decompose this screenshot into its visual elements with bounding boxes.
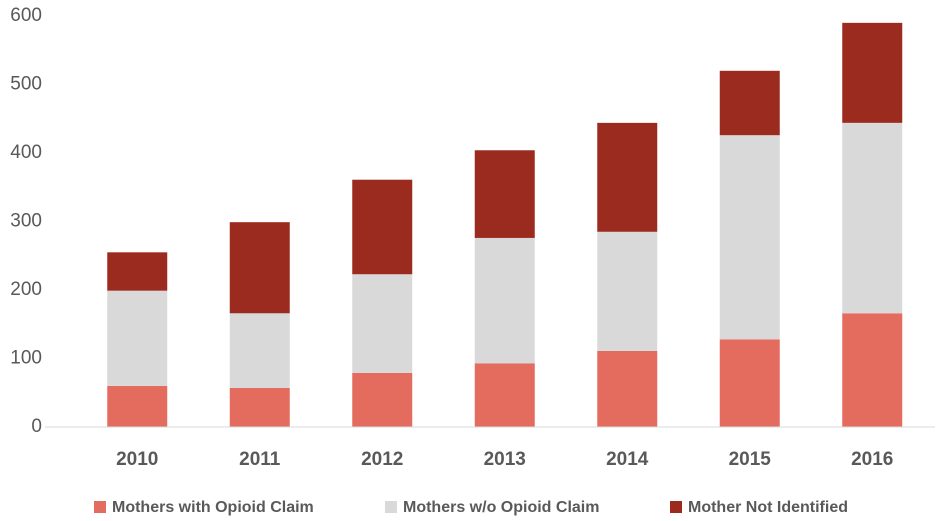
legend-label: Mother Not Identified: [688, 499, 848, 516]
x-tick-label: 2016: [851, 449, 893, 470]
legend-swatch: [670, 501, 682, 513]
bar-segment: [107, 385, 168, 427]
bar-segment: [352, 274, 413, 373]
bar-segment: [719, 339, 780, 427]
bar-segment: [597, 122, 658, 232]
legend-label: Mothers w/o Opioid Claim: [403, 499, 599, 516]
x-tick-label: 2010: [116, 449, 158, 470]
bar-segment: [474, 237, 535, 364]
bar-segment: [842, 22, 903, 123]
x-tick-label: 2012: [361, 449, 403, 470]
bar-segment: [842, 122, 903, 314]
legend-label: Mothers with Opioid Claim: [112, 499, 314, 516]
bar-segment: [719, 70, 780, 136]
y-tick-label: 100: [10, 348, 42, 369]
bar-segment: [229, 313, 290, 388]
bar-segment: [352, 179, 413, 275]
y-tick-label: 600: [10, 5, 42, 26]
y-tick-label: 200: [10, 279, 42, 300]
bar-segment: [597, 231, 658, 351]
legend-swatch: [94, 501, 106, 513]
y-tick-label: 400: [10, 142, 42, 163]
bar-segment: [719, 135, 780, 340]
bar-segment: [474, 150, 535, 238]
bar-segment: [229, 387, 290, 427]
bar-segment: [107, 290, 168, 386]
bar-segment: [842, 313, 903, 427]
y-tick-label: 500: [10, 74, 42, 95]
x-tick-label: 2015: [729, 449, 772, 470]
bar-segment: [352, 372, 413, 427]
x-tick-label: 2013: [484, 449, 526, 470]
y-tick-label: 0: [31, 416, 42, 437]
y-tick-label: 300: [10, 211, 42, 232]
legend-swatch: [385, 501, 397, 513]
bar-segment: [107, 252, 168, 291]
bar-segment: [474, 363, 535, 427]
x-tick-label: 2011: [239, 449, 281, 470]
bar-segment: [597, 350, 658, 427]
bar-segment: [229, 222, 290, 314]
x-tick-label: 2014: [606, 449, 649, 470]
